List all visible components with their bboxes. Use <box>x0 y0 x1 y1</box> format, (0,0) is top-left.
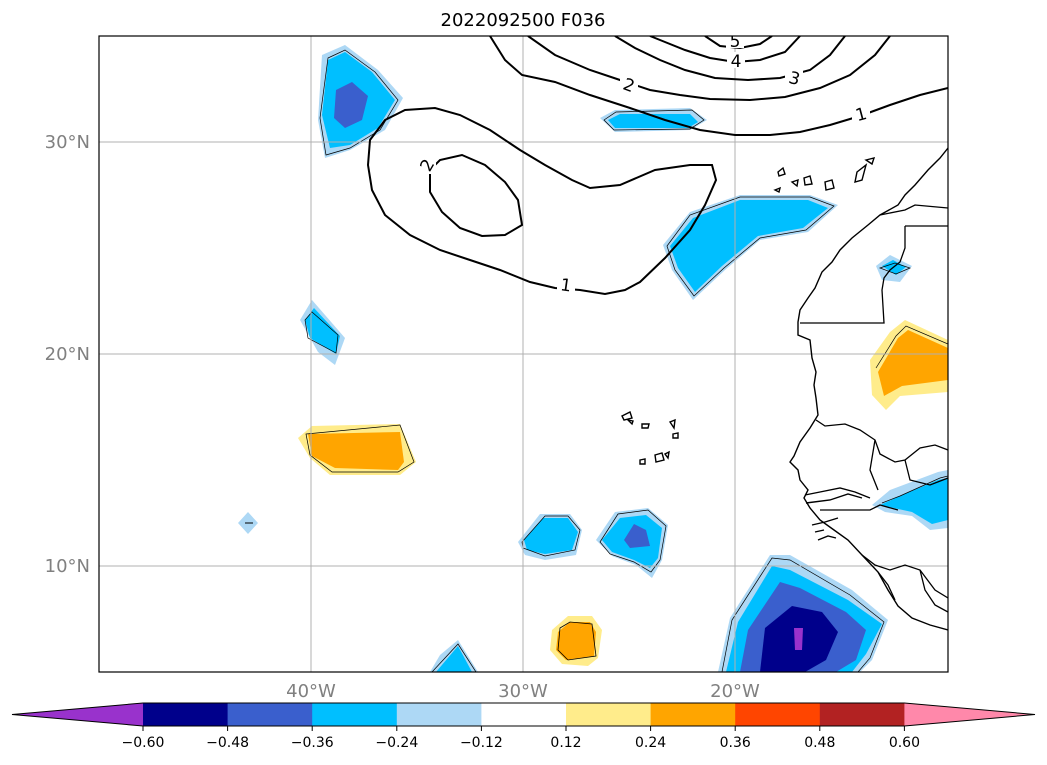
lat-label-30n: 30°N <box>45 132 90 153</box>
anomaly-blob-tiny <box>238 512 258 534</box>
anomaly-blob-positive-east <box>870 320 948 410</box>
colorbar-segment <box>481 703 567 726</box>
colorbar-segment <box>143 703 229 726</box>
lon-label-30w: 30°W <box>498 681 548 702</box>
anomaly-blob-south-1 <box>518 514 582 560</box>
anomaly-blob-nw <box>318 45 403 158</box>
contour-lines <box>366 36 948 296</box>
lon-label-20w: 20°W <box>710 681 760 702</box>
lat-labels: 30°N 20°N 10°N <box>45 132 90 577</box>
colorbar-segment <box>227 703 313 726</box>
contour-label-1-north: 1 <box>853 104 869 126</box>
colorbar-segment <box>396 703 482 726</box>
lon-label-40w: 40°W <box>286 681 336 702</box>
colorbar-tick-label: 0.48 <box>804 735 835 751</box>
contour-label-3: 3 <box>786 68 802 90</box>
colorbar-tick-label: −0.60 <box>122 735 165 751</box>
colorbar-extend-low <box>12 703 143 726</box>
borders <box>800 204 948 613</box>
colorbar-tick-label: −0.12 <box>460 735 503 751</box>
anomaly-blob-east <box>663 195 838 300</box>
anomaly-blob-positive-west <box>298 424 416 475</box>
colorbar-segment <box>312 703 398 726</box>
colorbar-segment <box>819 703 905 726</box>
contour-label-4: 4 <box>731 52 742 72</box>
colorbar-tick-label: −0.36 <box>291 735 334 751</box>
contour-label-5: 5 <box>730 32 741 52</box>
colorbar-tick-label: 0.60 <box>889 735 920 751</box>
lat-label-10n: 10°N <box>45 556 90 577</box>
colorbar-tick-label: −0.48 <box>206 735 249 751</box>
anomaly-blob-big <box>718 555 888 672</box>
lat-label-20n: 20°N <box>45 344 90 365</box>
coastlines <box>621 147 948 631</box>
colorbar-segment <box>650 703 736 726</box>
colorbar <box>11 702 1036 727</box>
colorbar-extend-high <box>904 703 1035 726</box>
anomaly-blob-bottom <box>430 640 478 672</box>
contour-labels: 5 4 3 2 1 2 1 <box>416 32 870 297</box>
contour-label-1-south: 1 <box>559 275 573 296</box>
map-frame <box>98 35 949 673</box>
map-area: 5 4 3 2 1 2 1 <box>99 32 948 672</box>
colorbar-tick-label: 0.24 <box>635 735 666 751</box>
map-title: 2022092500 F036 <box>441 10 606 31</box>
anomaly-blob-north <box>600 108 707 132</box>
colorbar-ticks: −0.60 −0.48 −0.36 −0.24 −0.12 0.12 0.24 0.36 0.4… <box>122 726 920 751</box>
colorbar-tick-label: 0.36 <box>720 735 751 751</box>
anomaly-blob-positive-south <box>550 616 602 666</box>
colorbar-tick-label: −0.24 <box>375 735 418 751</box>
colorbar-segment <box>566 703 652 726</box>
lon-labels: 40°W 30°W 20°W <box>286 681 760 702</box>
anomaly-blob-south-2 <box>596 508 668 578</box>
colorbar-tick-label: 0.12 <box>550 735 581 751</box>
colorbar-segment <box>735 703 821 726</box>
gridlines <box>99 36 948 672</box>
